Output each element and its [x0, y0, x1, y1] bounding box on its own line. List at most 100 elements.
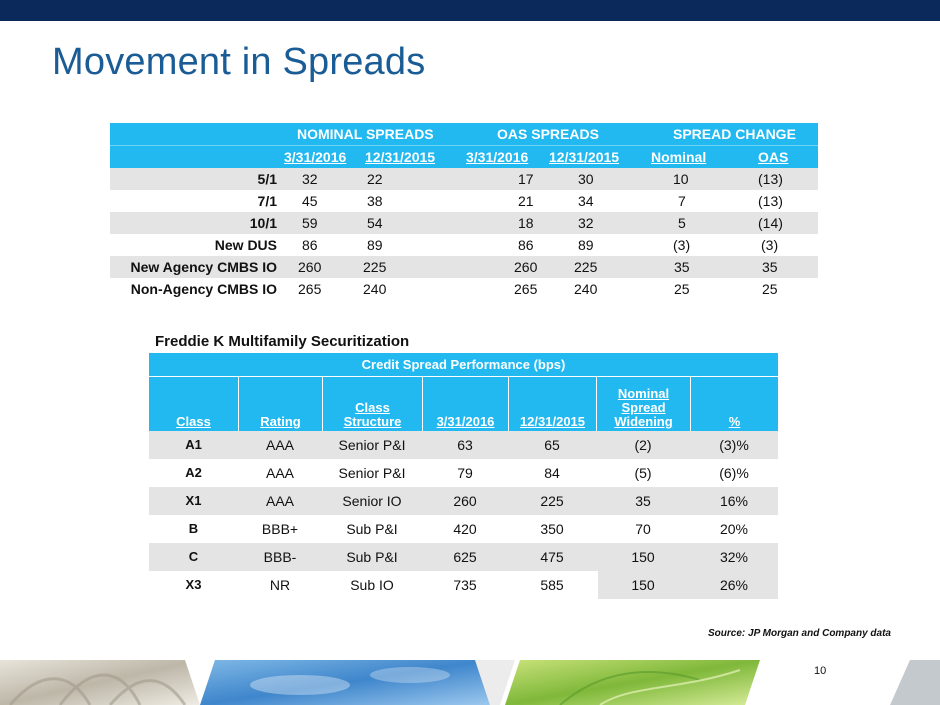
table-row: C BBB- Sub P&I 625 475 150 32% [149, 543, 778, 571]
table-cell: 35 [762, 259, 778, 275]
table-cell: (3) [761, 237, 779, 253]
table-cell: 240 [574, 281, 598, 297]
column-header: Nominal Spread Widening [596, 377, 690, 431]
table-cell: (3)% [719, 437, 749, 453]
table-cell: 86 [518, 237, 534, 253]
table-cell: 625 [453, 549, 477, 565]
column-header: Rating [238, 377, 322, 431]
table-row: 5/1 32 22 17 30 10 (13) [110, 168, 818, 190]
row-label: 10/1 [249, 215, 277, 231]
table-cell: 150 [631, 549, 655, 565]
sub-header: Nominal [651, 149, 707, 165]
column-header: 3/31/2016 [422, 377, 508, 431]
table-cell: 54 [367, 215, 383, 231]
table-cell: 150 [631, 577, 655, 593]
row-label: New DUS [214, 237, 277, 253]
table-cell: AAA [265, 465, 294, 481]
table-cell: Senior P&I [338, 437, 406, 453]
column-header: Class [176, 414, 211, 429]
table-cell: 89 [367, 237, 383, 253]
sub-header: 12/31/2015 [549, 149, 620, 165]
leaf-image [505, 660, 760, 705]
table-header: Class Rating Class Structure 3/31/2016 1… [149, 376, 778, 431]
table-cell: 89 [578, 237, 594, 253]
rope-image [0, 660, 200, 705]
slide-title: Movement in Spreads [52, 41, 426, 83]
table-cell: Sub P&I [346, 521, 398, 537]
table-cell: 84 [544, 465, 560, 481]
table-row: A1 AAA Senior P&I 63 65 (2) (3)% [149, 431, 778, 459]
table-cell: 265 [298, 281, 322, 297]
table-cell: (14) [758, 215, 783, 231]
sub-header: 3/31/2016 [466, 149, 529, 165]
table-cell: 18 [518, 215, 534, 231]
table-cell: 86 [302, 237, 318, 253]
table-row: 7/1 45 38 21 34 7 (13) [110, 190, 818, 212]
table-cell: AAA [265, 437, 294, 453]
table-cell: BBB+ [261, 521, 299, 537]
table-cell: (13) [758, 193, 783, 209]
table-cell: 260 [453, 493, 477, 509]
table-cell: 38 [367, 193, 383, 209]
table-row: X1 AAA Senior IO 260 225 35 16% [149, 487, 778, 515]
table-row: B BBB+ Sub P&I 420 350 70 20% [149, 515, 778, 543]
table-cell: (3) [673, 237, 691, 253]
table-cell: 32% [719, 549, 749, 565]
table-cell: 30 [578, 171, 594, 187]
row-label: 7/1 [257, 193, 277, 209]
table-cell: 25 [674, 281, 690, 297]
table-cell: 420 [453, 521, 477, 537]
decorative-footer-strip [0, 660, 940, 705]
table-cell: C [188, 549, 199, 564]
table-row: 10/1 59 54 18 32 5 (14) [110, 212, 818, 234]
group-nominal-spreads: NOMINAL SPREADS [297, 126, 434, 142]
table-cell: 225 [363, 259, 387, 275]
table-cell: Senior IO [342, 493, 402, 509]
table-cell: 475 [540, 549, 564, 565]
table-cell: 32 [302, 171, 318, 187]
table-cell: 79 [457, 465, 473, 481]
table-cell: 16% [719, 493, 749, 509]
sub-header: 3/31/2016 [284, 149, 347, 165]
sub-header: 12/31/2015 [365, 149, 436, 165]
table-cell: 20% [719, 521, 749, 537]
page-number: 10 [814, 665, 827, 677]
column-header: 12/31/2015 [508, 377, 596, 431]
table-cell: AAA [265, 493, 294, 509]
table-cell: 10 [673, 171, 689, 187]
table-cell: 26% [719, 577, 749, 593]
table-cell: 34 [578, 193, 594, 209]
table-row: New DUS 86 89 86 89 (3) (3) [110, 234, 818, 256]
table-cell: 65 [544, 437, 560, 453]
row-label: New Agency CMBS IO [130, 259, 277, 275]
table-cell: 70 [635, 521, 651, 537]
section-title: Freddie K Multifamily Securitization [155, 333, 410, 350]
table-cell: 735 [453, 577, 477, 593]
table-cell: A1 [185, 437, 202, 452]
row-label: 5/1 [257, 171, 277, 187]
spreads-sub-header: 3/31/2016 12/31/2015 3/31/2016 12/31/201… [110, 145, 818, 168]
column-header: Class Structure [322, 377, 422, 431]
table-row: Non-Agency CMBS IO 265 240 265 240 25 25 [110, 278, 818, 300]
table-cell: 22 [367, 171, 383, 187]
table-row: A2 AAA Senior P&I 79 84 (5) (6)% [149, 459, 778, 487]
credit-spread-table: Credit Spread Performance (bps) Class Ra… [149, 353, 778, 599]
spreads-group-header: NOMINAL SPREADS OAS SPREADS SPREAD CHANG… [110, 123, 818, 145]
table-cell: NR [269, 577, 291, 593]
table-cell: 35 [635, 493, 651, 509]
table-cell: BBB- [263, 549, 297, 565]
table-cell: 32 [578, 215, 594, 231]
group-oas-spreads: OAS SPREADS [497, 126, 599, 142]
table-cell: 25 [762, 281, 778, 297]
table-cell: (2) [634, 437, 652, 453]
table-cell: 35 [674, 259, 690, 275]
table-cell: 350 [540, 521, 564, 537]
table-cell: Sub P&I [346, 549, 398, 565]
row-label: Non-Agency CMBS IO [130, 281, 277, 297]
sky-image [200, 660, 490, 705]
sub-header: OAS [758, 149, 789, 165]
spreads-table: NOMINAL SPREADS OAS SPREADS SPREAD CHANG… [110, 123, 818, 300]
group-spread-change: SPREAD CHANGE [673, 126, 796, 142]
table-caption: Credit Spread Performance (bps) [149, 353, 778, 376]
table-cell: 260 [514, 259, 538, 275]
